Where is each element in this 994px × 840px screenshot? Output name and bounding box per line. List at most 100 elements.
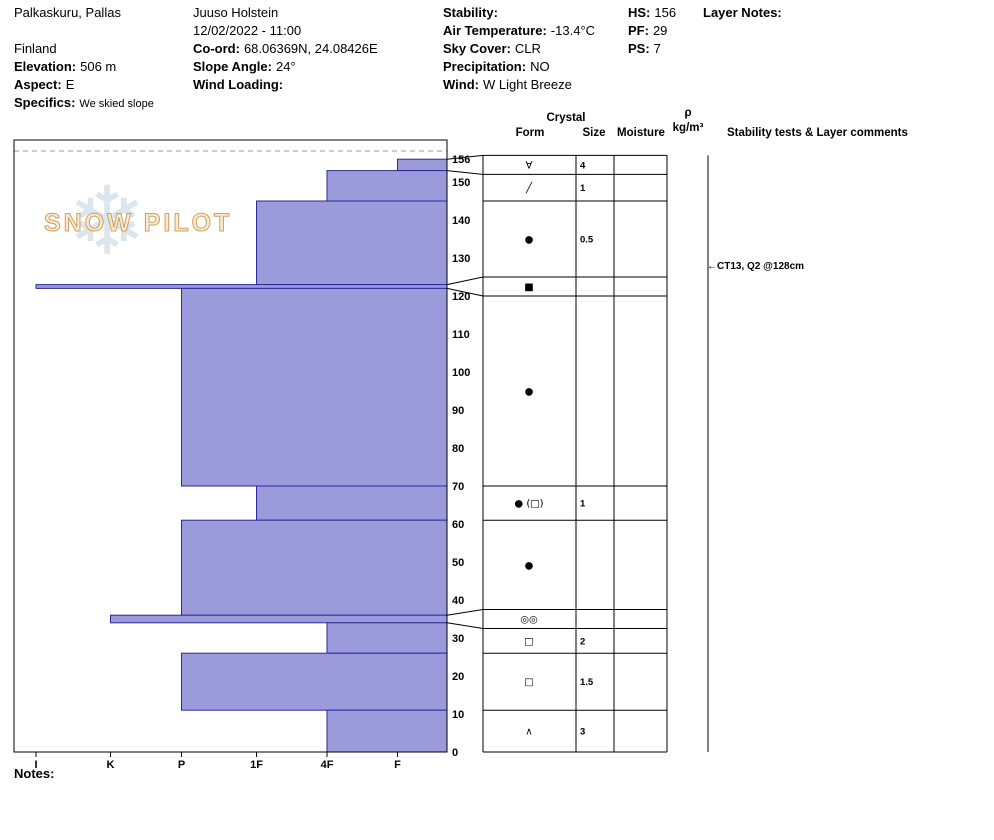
grain-form-symbol: ● (525, 235, 534, 246)
grain-form-symbol: ╱ (525, 181, 533, 194)
grain-form-symbol: ● (□) (514, 499, 543, 510)
layer-bar (256, 485, 448, 521)
depth-tick-label: 156 (452, 154, 470, 166)
coord-row: Co-ord: 68.06369N, 24.08426E (193, 41, 378, 56)
hs-row: HS: 156 (628, 5, 676, 20)
notes-row: Notes: (14, 766, 54, 781)
hardness-tick-label: P (178, 759, 185, 771)
grain-symbols: ∀ 4 ╱ 1 ● 0.5 ■ ● ● (□) 1 ● ◎◎ □ 2 □ 1.5 ∧ 3 (514, 160, 594, 737)
layer-bar (326, 170, 448, 202)
specifics-value: We skied slope (79, 98, 154, 110)
wind-value: W Light Breeze (482, 77, 572, 92)
wind-loading-row: Wind Loading: (193, 77, 287, 92)
annotations: ←CT13, Q2 @128cm (707, 261, 804, 272)
ps-value: 7 (653, 41, 661, 56)
layer-notes-row: Layer Notes: (703, 5, 782, 20)
hs-value: 156 (654, 5, 677, 20)
grain-size-value: 2 (580, 636, 585, 647)
pf-label: PF: (628, 23, 649, 38)
air-temp-label: Air Temperature: (443, 23, 547, 38)
plot-frame (13, 139, 448, 753)
snowflake-icon: ❄ (67, 167, 147, 277)
grain-size-value: 4 (580, 160, 586, 171)
ps-label: PS: (628, 41, 650, 56)
grain-size-value: 1 (580, 499, 586, 510)
grain-form-symbol: ■ (524, 282, 533, 293)
grain-form-symbol: ∀ (526, 160, 533, 171)
density-unit-header: kg/m³ (673, 122, 704, 134)
datetime: 12/02/2022 - 11:00 (193, 23, 302, 38)
pf-row: PF: 29 (628, 23, 667, 38)
specifics-row: Specifics: We skied slope (14, 95, 154, 112)
grain-form-symbol: ● (525, 387, 534, 398)
layer-connector-line (446, 154, 484, 160)
depth-tick-label: 10 (452, 709, 464, 721)
depth-tick-label: 120 (452, 291, 470, 303)
grain-form-symbol: □ (524, 636, 533, 647)
aspect-value: E (65, 77, 75, 92)
grain-form-symbol: ● (525, 560, 534, 571)
stability-test-annotation: ←CT13, Q2 @128cm (707, 261, 804, 272)
layer-bar (181, 287, 448, 487)
depth-tick-label: 80 (452, 443, 464, 455)
layer-connector-line (446, 622, 484, 629)
depth-tick-label: 0 (452, 747, 458, 759)
layer-notes-label: Layer Notes: (703, 5, 782, 20)
wind-loading-label: Wind Loading: (193, 77, 284, 92)
layer-connector-line (446, 276, 484, 286)
grain-form-symbol: ∧ (525, 727, 532, 738)
elevation-row: Elevation: 506 m (14, 59, 116, 74)
ps-row: PS: 7 (628, 41, 661, 56)
depth-tick-label: 110 (452, 329, 470, 341)
moisture-header: Moisture (617, 127, 665, 139)
layer-connector-line (446, 609, 484, 616)
specifics-label: Specifics: (14, 95, 76, 110)
coord-value: 68.06369N, 24.08426E (243, 41, 378, 56)
aspect-label: Aspect: (14, 77, 62, 92)
slope-angle-row: Slope Angle: 24° (193, 59, 296, 74)
elevation-label: Elevation: (14, 59, 77, 74)
axes: 0 10 20 30 40 50 60 70 80 90 100 110 120 130 140 150 156… (13, 139, 470, 771)
hardness-bars (35, 158, 448, 753)
layer-connector-line (446, 170, 484, 175)
depth-tick-label: 150 (452, 177, 470, 189)
sky-cover-label: Sky Cover: (443, 41, 511, 56)
pf-value: 29 (652, 23, 668, 38)
precip-label: Precipitation: (443, 59, 527, 74)
precip-row: Precipitation: NO (443, 59, 550, 74)
density-symbol-header: ρ (684, 107, 691, 119)
depth-tick-label: 40 (452, 595, 464, 607)
wind-row: Wind: W Light Breeze (443, 77, 572, 92)
stability-row: Stability: (443, 5, 502, 20)
elevation-value: 506 m (80, 59, 117, 74)
layer-bar (256, 200, 448, 286)
notes-label: Notes: (14, 766, 55, 781)
depth-tick-label: 60 (452, 519, 464, 531)
comments-header: Stability tests & Layer comments (727, 127, 908, 139)
grain-size-value: 1 (580, 183, 586, 194)
size-header: Size (582, 127, 605, 139)
depth-tick-label: 30 (452, 633, 464, 645)
grain-size-value: 3 (580, 727, 585, 738)
hardness-tick-label: I (34, 759, 37, 771)
layer-bar (110, 614, 448, 624)
hardness-tick-label: 4F (321, 759, 334, 771)
grain-form-symbol: ◎◎ (520, 615, 537, 626)
layer-connector-line (446, 287, 484, 297)
depth-tick-label: 70 (452, 481, 464, 493)
sky-cover-row: Sky Cover: CLR (443, 41, 541, 56)
layer-bar (326, 709, 448, 753)
precip-value: NO (530, 59, 550, 74)
crystal-table (446, 154, 709, 753)
depth-tick-label: 20 (452, 671, 464, 683)
hs-label: HS: (628, 5, 651, 20)
depth-tick-label: 140 (452, 215, 470, 227)
grain-size-value: 0.5 (580, 235, 594, 246)
grain-form-symbol: □ (524, 677, 533, 688)
stability-label: Stability: (443, 5, 498, 20)
layer-bar (181, 519, 448, 616)
country: Finland (14, 41, 57, 56)
slope-angle-value: 24° (275, 59, 296, 74)
layer-bar (181, 652, 448, 711)
